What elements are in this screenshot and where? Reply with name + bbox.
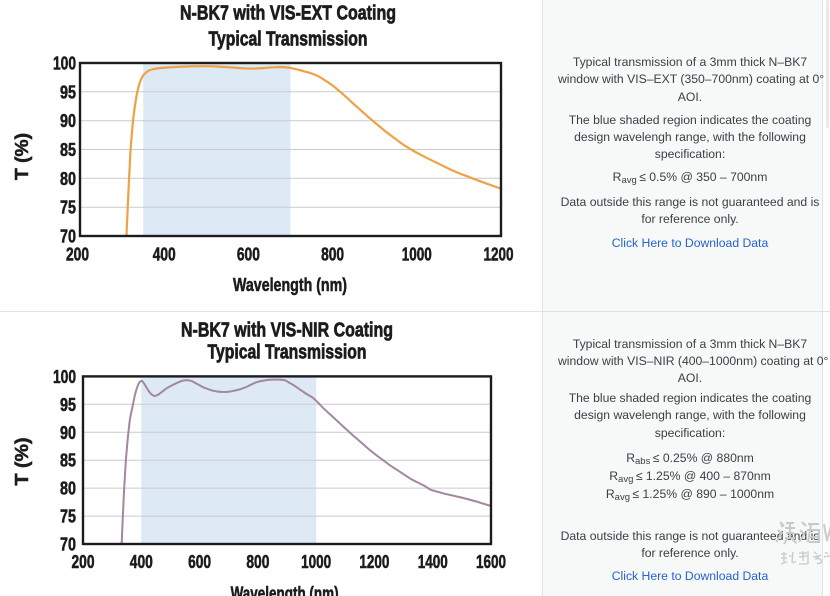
svg-text:85: 85 <box>60 451 76 471</box>
svg-text:Wavelength (nm): Wavelength (nm) <box>231 583 339 596</box>
svg-text:600: 600 <box>237 245 260 265</box>
svg-text:800: 800 <box>246 552 269 572</box>
svg-text:T (%): T (%) <box>12 438 32 486</box>
svg-text:1000: 1000 <box>301 552 331 572</box>
svg-text:85: 85 <box>60 140 76 160</box>
svg-text:Wavelength (nm): Wavelength (nm) <box>233 275 347 295</box>
svg-text:75: 75 <box>60 507 76 527</box>
svg-text:N-BK7 with VIS-NIR Coating: N-BK7 with VIS-NIR Coating <box>181 320 393 342</box>
svg-text:90: 90 <box>60 111 76 131</box>
svg-text:400: 400 <box>130 552 153 572</box>
svg-text:95: 95 <box>60 82 76 102</box>
svg-text:80: 80 <box>60 169 76 189</box>
svg-text:100: 100 <box>53 54 76 74</box>
svg-text:80: 80 <box>60 479 76 499</box>
svg-text:70: 70 <box>60 535 76 555</box>
svg-text:T (%): T (%) <box>12 133 32 180</box>
svg-text:Typical Transmission: Typical Transmission <box>208 341 367 363</box>
svg-text:1200: 1200 <box>359 552 389 572</box>
svg-text:100: 100 <box>53 367 76 387</box>
svg-text:200: 200 <box>66 245 89 265</box>
svg-text:Typical Transmission: Typical Transmission <box>209 29 368 51</box>
svg-text:1000: 1000 <box>402 245 432 265</box>
svg-text:200: 200 <box>72 552 95 572</box>
svg-text:95: 95 <box>60 395 76 415</box>
svg-text:400: 400 <box>153 245 176 265</box>
svg-text:600: 600 <box>188 552 211 572</box>
svg-text:1200: 1200 <box>484 245 514 265</box>
svg-text:75: 75 <box>60 198 76 218</box>
svg-text:70: 70 <box>60 227 76 247</box>
svg-text:1400: 1400 <box>418 552 448 572</box>
svg-text:N-BK7 with VIS-EXT Coating: N-BK7 with VIS-EXT Coating <box>180 3 396 25</box>
svg-text:800: 800 <box>321 245 344 265</box>
svg-text:90: 90 <box>60 423 76 443</box>
svg-text:1600: 1600 <box>476 552 506 572</box>
